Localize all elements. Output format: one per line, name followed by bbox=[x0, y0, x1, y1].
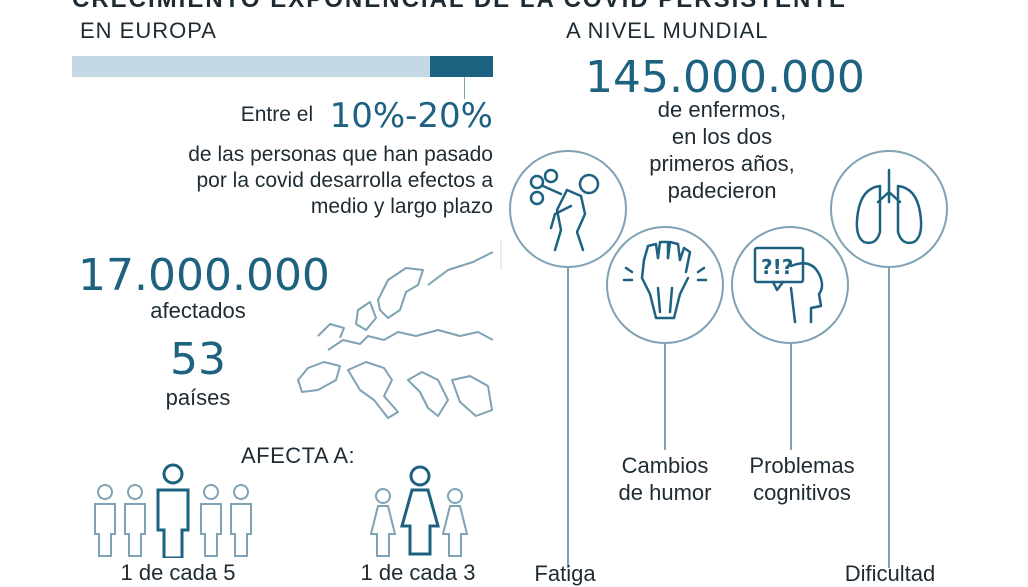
lungs-circle bbox=[830, 150, 948, 268]
description-line: medio y largo plazo bbox=[310, 195, 493, 218]
mood-label: Cambios de humor bbox=[595, 452, 735, 506]
lungs-icon bbox=[855, 168, 923, 245]
share-bar bbox=[72, 56, 493, 77]
world-heading: A NIVEL MUNDIAL bbox=[566, 18, 769, 43]
svg-text:?!?: ?!? bbox=[761, 255, 793, 279]
fatigue-circle bbox=[509, 150, 627, 268]
world-description-line: en los dos bbox=[671, 124, 773, 149]
world-number: 145.000.000 bbox=[585, 52, 865, 103]
world-description-line: primeros años, bbox=[649, 151, 795, 176]
mood-label-line: de humor bbox=[618, 480, 712, 505]
mood-stem bbox=[664, 342, 666, 450]
percentage-prefix: Entre el bbox=[240, 103, 314, 126]
women-group bbox=[368, 462, 478, 558]
affects-heading: AFECTA A: bbox=[241, 443, 356, 468]
countries-label: países bbox=[165, 385, 231, 410]
share-bar-pointer bbox=[464, 77, 465, 99]
affected-label: afectados bbox=[150, 298, 246, 323]
description-line: por la covid desarrolla efectos a bbox=[196, 169, 494, 192]
cognitive-label-line: cognitivos bbox=[753, 480, 851, 505]
world-description-line: padecieron bbox=[667, 178, 777, 203]
fatigue-label: Fatiga bbox=[534, 561, 596, 586]
mood-circle bbox=[606, 226, 724, 344]
women-ratio: 1 de cada 3 bbox=[360, 560, 476, 585]
countries-number: 53 bbox=[170, 334, 226, 385]
fatigue-stem bbox=[567, 266, 569, 568]
europe-map bbox=[288, 240, 498, 430]
cognitive-icon: ?!? bbox=[753, 246, 824, 324]
cognitive-stem bbox=[790, 342, 792, 450]
mood-label-line: Cambios bbox=[621, 453, 709, 478]
europe-heading: EN EUROPA bbox=[80, 18, 217, 43]
lungs-label: Dificultad bbox=[844, 561, 936, 586]
men-group bbox=[88, 462, 268, 558]
percentage-line: Entre el 10%-20% bbox=[180, 96, 493, 136]
cognitive-label: Problemas cognitivos bbox=[728, 452, 876, 506]
world-description: de enfermos, en los dos primeros años, p… bbox=[612, 96, 832, 204]
world-description-line: de enfermos, bbox=[657, 97, 787, 122]
column-divider bbox=[500, 240, 502, 270]
cognitive-circle: ?!? bbox=[731, 226, 849, 344]
description-line: de las personas que han pasado bbox=[188, 143, 493, 166]
percentage-value: 10%-20% bbox=[329, 96, 493, 136]
mood-icon bbox=[622, 240, 708, 320]
fatigue-icon bbox=[529, 168, 600, 252]
cognitive-label-line: Problemas bbox=[749, 453, 855, 478]
lungs-stem bbox=[888, 266, 890, 568]
infographic-title: CRECIMIENTO EXPONENCIAL DE LA COVID PERS… bbox=[72, 0, 847, 14]
europe-description: de las personas que han pasado por la co… bbox=[100, 142, 493, 220]
share-bar-fill bbox=[430, 56, 493, 77]
men-ratio: 1 de cada 5 bbox=[120, 560, 236, 585]
affected-number: 17.000.000 bbox=[78, 250, 330, 301]
